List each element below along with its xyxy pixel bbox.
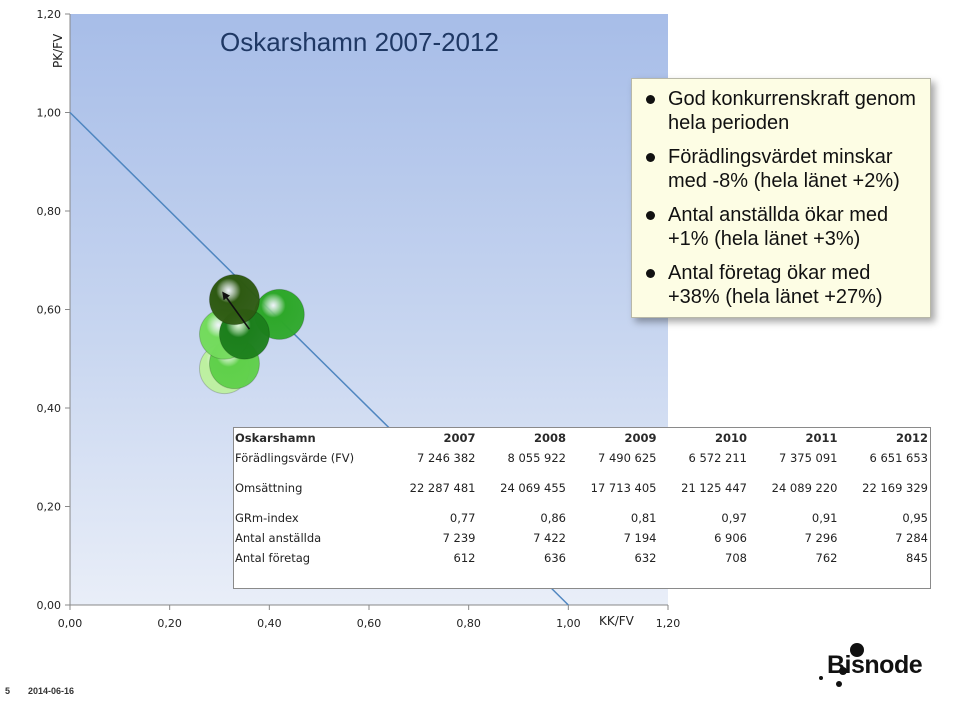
table-cell: Antal företag <box>235 551 311 565</box>
table-header-cell: 2010 <box>714 431 747 445</box>
table-row: Omsättning 22 287 481 24 069 455 17 713 … <box>234 478 930 498</box>
summary-text: God konkurrenskraft genom hela perioden <box>668 88 916 134</box>
table-row: Antal företag 612 636 632 708 762 845 <box>234 548 930 568</box>
data-points <box>198 274 305 395</box>
table-cell: 708 <box>725 551 747 565</box>
table-header-cell: 2009 <box>624 431 657 445</box>
table-cell: 0,95 <box>902 511 928 525</box>
y-tick-label: 0,20 <box>37 501 62 514</box>
table-cell: 612 <box>453 551 476 565</box>
table-cell: 7 239 <box>442 531 476 545</box>
table-cell: 24 069 455 <box>500 481 566 495</box>
page-number: 5 <box>5 686 11 696</box>
table-cell: 7 246 382 <box>416 451 476 465</box>
table-cell: 22 287 481 <box>409 481 476 495</box>
axes: 0,00 0,20 0,40 0,60 0,80 1,00 1,20 0,00 0,20 0,40… <box>37 8 681 630</box>
table-cell: 6 572 211 <box>688 451 747 465</box>
bisnode-logo: Bisnode <box>815 640 935 690</box>
table-cell: Förädlingsvärde (FV) <box>235 451 355 465</box>
summary-item: Antal anställda ökar med +1% (hela länet… <box>642 203 920 251</box>
table-cell: 7 284 <box>895 531 928 545</box>
trend-arrow <box>222 291 251 330</box>
table-row: Förädlingsvärde (FV) 7 246 382 8 055 922… <box>234 448 930 468</box>
bullet-icon <box>646 95 655 104</box>
x-tick-label: 0,40 <box>257 617 282 630</box>
table-cell: 24 089 220 <box>771 481 838 495</box>
table-cell: 6 651 653 <box>869 451 928 465</box>
table-cell: Omsättning <box>235 481 303 495</box>
x-tick-label: 1,00 <box>556 617 581 630</box>
summary-item: God konkurrenskraft genom hela perioden <box>642 87 920 135</box>
table-cell: 21 125 447 <box>681 481 747 495</box>
table-cell: 762 <box>815 551 838 565</box>
y-tick-label: 1,00 <box>37 107 62 120</box>
chart-title: Oskarshamn 2007-2012 <box>220 27 499 57</box>
table-cell: 0,91 <box>811 511 838 525</box>
summary-item: Förädlingsvärdet minskar med -8% (hela l… <box>642 145 920 193</box>
x-axis-label: KK/FV <box>599 614 635 628</box>
table-row: GRm-index 0,77 0,86 0,81 0,97 0,91 0,95 <box>234 508 930 528</box>
summary-list: God konkurrenskraft genom hela perioden … <box>642 87 920 309</box>
data-table: Oskarshamn 2007 2008 2009 2010 2011 2012… <box>233 427 931 589</box>
table-cell: 7 296 <box>804 531 838 545</box>
table-cell: 0,81 <box>630 511 657 525</box>
table-header-row: Oskarshamn 2007 2008 2009 2010 2011 2012 <box>234 428 930 448</box>
logo-dots-icon <box>819 643 864 687</box>
table-cell: 0,86 <box>540 511 566 525</box>
summary-text: Förädlingsvärdet minskar med -8% (hela l… <box>668 146 900 192</box>
table-header-cell: 2012 <box>895 431 928 445</box>
table-cell: 632 <box>634 551 657 565</box>
summary-item: Antal företag ökar med +38% (hela länet … <box>642 261 920 309</box>
x-tick-label: 0,00 <box>58 617 83 630</box>
table-cell: 0,97 <box>721 511 747 525</box>
y-tick-label: 0,60 <box>37 304 62 317</box>
y-tick-label: 0,80 <box>37 205 62 218</box>
summary-text: Antal anställda ökar med +1% (hela länet… <box>668 204 889 250</box>
table-header-cell: 2008 <box>533 431 566 445</box>
y-axis-label: PK/FV <box>51 33 65 68</box>
table-header-cell: 2011 <box>805 431 838 445</box>
table-header-cell: 2007 <box>443 431 476 445</box>
table-cell: 8 055 922 <box>507 451 566 465</box>
table-cell: 7 490 625 <box>597 451 657 465</box>
y-tick-label: 0,40 <box>37 402 62 415</box>
table-cell: 22 169 329 <box>862 481 928 495</box>
bullet-icon <box>646 269 655 278</box>
x-tick-label: 0,20 <box>157 617 182 630</box>
footer-date: 2014-06-16 <box>28 686 75 696</box>
summary-callout: God konkurrenskraft genom hela perioden … <box>631 78 931 318</box>
y-tick-label: 1,20 <box>37 8 62 21</box>
table-cell: 0,77 <box>449 511 476 525</box>
x-tick-label: 1,20 <box>656 617 681 630</box>
x-tick-label: 0,80 <box>456 617 481 630</box>
data-point-2012 <box>208 274 260 326</box>
y-tick-label: 0,00 <box>37 599 62 612</box>
table-cell: 17 713 405 <box>590 481 657 495</box>
logo-text: Bisnode <box>827 651 923 679</box>
table-cell: 7 422 <box>533 531 566 545</box>
bullet-icon <box>646 153 655 162</box>
table-cell: GRm-index <box>235 511 299 525</box>
summary-text: Antal företag ökar med +38% (hela länet … <box>668 262 883 308</box>
table-cell: 845 <box>906 551 928 565</box>
table-cell: Antal anställda <box>235 531 322 545</box>
table-cell: 7 194 <box>623 531 657 545</box>
x-tick-label: 0,60 <box>357 617 382 630</box>
table-cell: 7 375 091 <box>778 451 838 465</box>
table-header-cell: Oskarshamn <box>235 431 316 445</box>
table-cell: 636 <box>544 551 566 565</box>
bullet-icon <box>646 211 655 220</box>
table-row: Antal anställda 7 239 7 422 7 194 6 906 … <box>234 528 930 548</box>
table-cell: 6 906 <box>714 531 747 545</box>
